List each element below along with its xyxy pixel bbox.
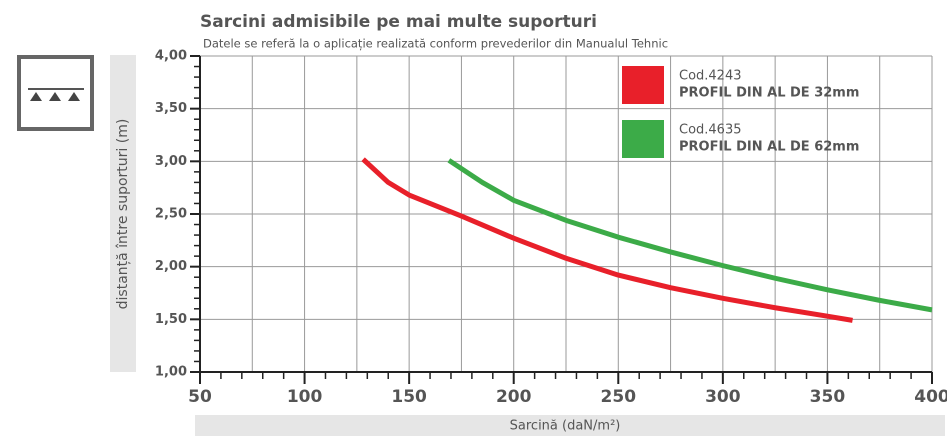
x-tick-label: 200 [496,387,532,407]
series-line [447,158,933,313]
series-line [361,157,853,323]
x-axis-label: Sarcină (daN/m²) [510,419,621,434]
y-tick-label: 1,00 [155,365,187,380]
x-tick-label: 100 [287,387,323,407]
chart-subtitle: Datele se referă la o aplicație realizat… [203,37,668,51]
y-tick-label: 3,50 [155,101,187,116]
chart-title: Sarcini admisibile pe mai multe suportur… [200,12,597,32]
y-label-band [110,55,136,372]
y-tick-label: 2,00 [155,259,187,274]
legend-swatch [622,120,664,158]
x-tick-label: 350 [810,387,846,407]
legend-label: PROFIL DIN AL DE 62mm [679,140,859,155]
legend-swatch [622,66,664,104]
y-tick-label: 2,50 [155,207,187,222]
y-tick-label: 3,00 [155,154,187,169]
legend-label: PROFIL DIN AL DE 32mm [679,86,859,101]
legend-label: Cod.4635 [679,123,742,138]
y-tick-label: 1,50 [155,312,187,327]
icon [17,55,94,131]
x-label-band [195,415,945,436]
y-axis-label: distanță între suporturi (m) [115,119,131,310]
x-tick-label: 250 [601,387,637,407]
x-tick-label: 150 [391,387,427,407]
y-tick-label: 4,00 [155,49,187,64]
x-tick-label: 300 [705,387,741,407]
x-tick-label: 400 [914,387,947,407]
x-tick-label: 50 [188,387,212,407]
legend-label: Cod.4243 [679,69,742,84]
